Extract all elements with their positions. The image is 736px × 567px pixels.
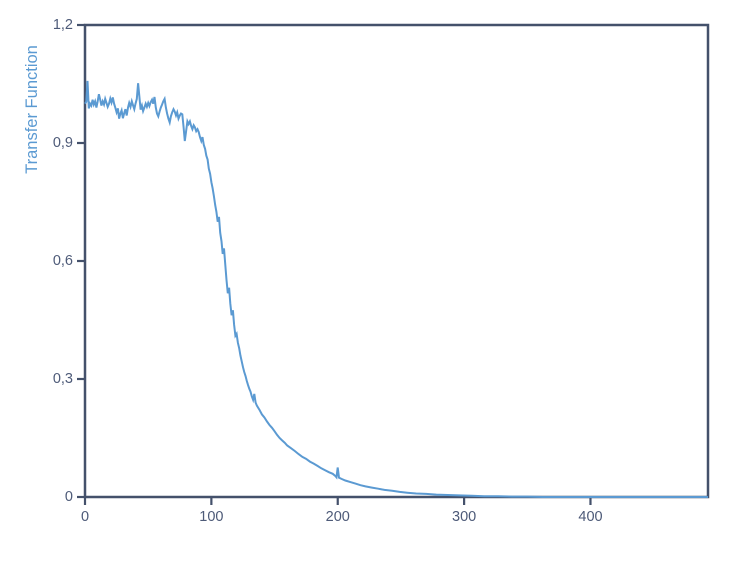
x-tick-label: 400 (578, 509, 602, 525)
x-tick-label: 300 (452, 509, 476, 525)
y-tick-label: 0 (65, 489, 73, 505)
x-tick-label: 100 (199, 509, 223, 525)
y-tick-label: 1,2 (53, 17, 73, 33)
y-tick-label: 0,3 (53, 371, 73, 387)
y-tick-label: 0,6 (53, 253, 73, 269)
y-axis-title: Transfer Function (23, 45, 41, 174)
transfer-function-curve (84, 80, 708, 498)
x-tick-label: 200 (326, 509, 350, 525)
x-tick-label: 0 (81, 509, 89, 525)
plot-frame (83, 23, 710, 499)
y-tick-label: 0,9 (53, 135, 73, 151)
